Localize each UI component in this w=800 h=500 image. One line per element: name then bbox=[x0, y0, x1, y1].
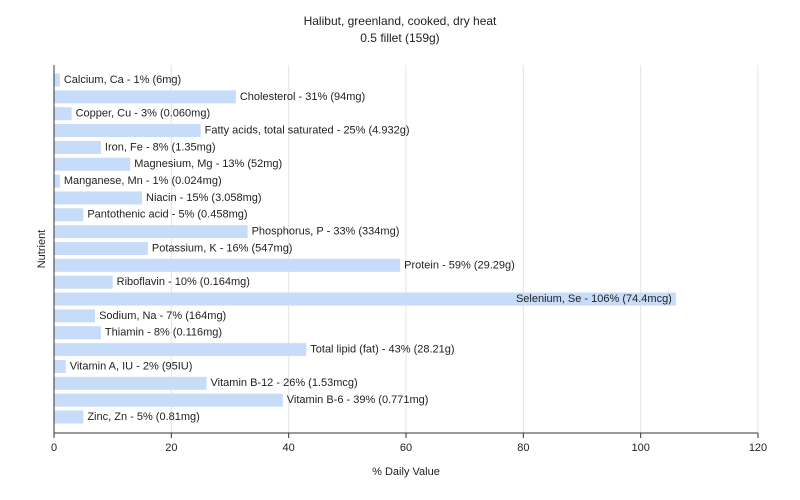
x-tick-label: 60 bbox=[400, 442, 412, 454]
bar bbox=[54, 208, 84, 222]
data-label: Manganese, Mn - 1% (0.024mg) bbox=[64, 175, 222, 187]
bar bbox=[54, 124, 201, 138]
data-label: Vitamin B-12 - 26% (1.53mcg) bbox=[211, 377, 358, 389]
data-label: Vitamin B-6 - 39% (0.771mg) bbox=[287, 394, 429, 406]
bar bbox=[54, 107, 72, 121]
data-label: Iron, Fe - 8% (1.35mg) bbox=[105, 141, 216, 153]
x-tick-label: 20 bbox=[165, 442, 177, 454]
data-label: Riboflavin - 10% (0.164mg) bbox=[117, 276, 250, 288]
bar bbox=[54, 410, 84, 424]
bar bbox=[54, 309, 96, 323]
data-label: Vitamin A, IU - 2% (95IU) bbox=[70, 360, 193, 372]
data-label: Niacin - 15% (3.058mg) bbox=[146, 192, 262, 204]
x-tick-label: 120 bbox=[749, 442, 767, 454]
bar bbox=[54, 174, 60, 188]
bar bbox=[54, 393, 283, 407]
bar bbox=[54, 225, 248, 239]
bar bbox=[54, 157, 131, 171]
data-label: Thiamin - 8% (0.116mg) bbox=[105, 327, 222, 339]
data-label: Potassium, K - 16% (547mg) bbox=[152, 242, 293, 254]
x-tick-label: 0 bbox=[51, 442, 57, 454]
data-label: Selenium, Se - 106% (74.4mcg) bbox=[516, 293, 672, 305]
x-tick-label: 80 bbox=[517, 442, 529, 454]
data-label: Cholesterol - 31% (94mg) bbox=[240, 91, 365, 103]
bar bbox=[54, 73, 60, 87]
data-label: Copper, Cu - 3% (0.060mg) bbox=[76, 108, 211, 120]
data-label: Sodium, Na - 7% (164mg) bbox=[99, 310, 226, 322]
bar bbox=[54, 343, 307, 357]
x-axis-label: % Daily Value bbox=[372, 466, 440, 478]
bar bbox=[54, 140, 101, 154]
bar bbox=[54, 242, 148, 255]
data-label: Phosphorus, P - 33% (334mg) bbox=[252, 226, 400, 238]
y-axis-label: Nutrient bbox=[36, 230, 48, 269]
chart-title: Halibut, greenland, cooked, dry heat bbox=[304, 14, 497, 28]
data-label: Fatty acids, total saturated - 25% (4.93… bbox=[205, 124, 410, 136]
x-tick-label: 40 bbox=[283, 442, 295, 454]
bar bbox=[54, 376, 207, 390]
data-label: Total lipid (fat) - 43% (28.21g) bbox=[310, 344, 454, 356]
data-label: Zinc, Zn - 5% (0.81mg) bbox=[87, 411, 199, 423]
data-label: Protein - 59% (29.29g) bbox=[404, 259, 515, 271]
bar bbox=[54, 359, 66, 373]
bar bbox=[54, 191, 142, 205]
data-label: Calcium, Ca - 1% (6mg) bbox=[64, 74, 181, 86]
chart-subtitle: 0.5 fillet (159g) bbox=[360, 31, 439, 45]
bar bbox=[54, 292, 676, 306]
bar bbox=[54, 90, 236, 104]
bar bbox=[54, 326, 101, 340]
x-tick-label: 100 bbox=[631, 442, 649, 454]
bar bbox=[54, 275, 113, 289]
bar bbox=[54, 258, 401, 272]
data-label: Pantothenic acid - 5% (0.458mg) bbox=[87, 209, 247, 221]
data-label: Magnesium, Mg - 13% (52mg) bbox=[134, 158, 282, 170]
